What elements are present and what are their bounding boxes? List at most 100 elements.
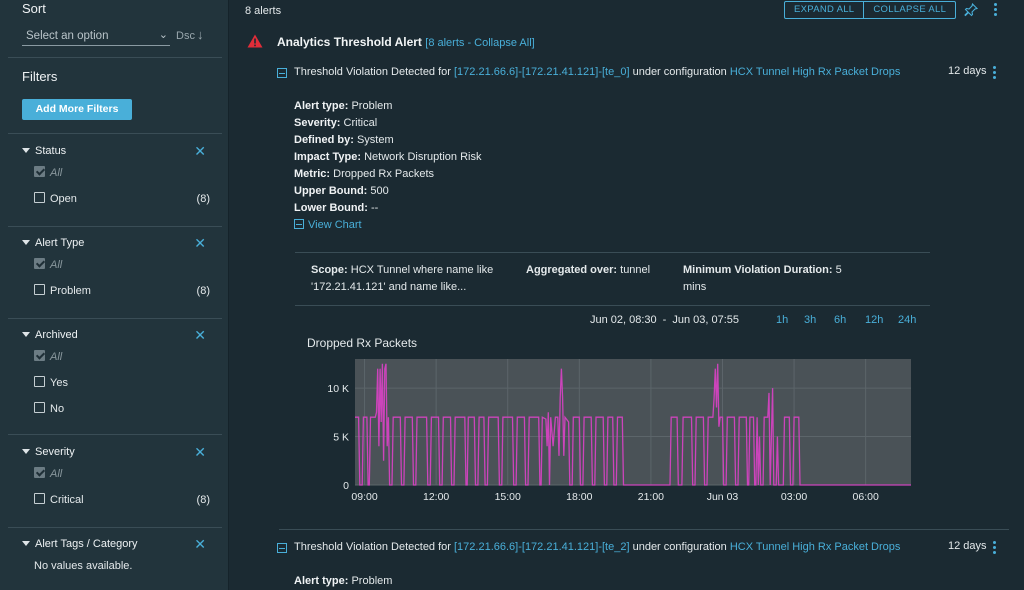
sort-direction-toggle[interactable]: Dsc ↓ (176, 27, 203, 42)
filter-option-label: Problem (50, 285, 91, 297)
filter-option-all[interactable]: All (22, 464, 212, 490)
filter-option-label: Yes (50, 377, 68, 389)
detail-value: Problem (348, 575, 393, 587)
filter-group-header[interactable]: Status ✕ (22, 143, 212, 163)
checkbox[interactable] (34, 258, 45, 269)
filter-option-critical[interactable]: Critical (8) (22, 490, 212, 516)
checkbox[interactable] (34, 376, 45, 387)
checkbox[interactable] (34, 467, 45, 478)
alert-group-name: Analytics Threshold Alert (277, 35, 422, 49)
x-tick-label: Jun 03 (707, 491, 739, 503)
series-line-dropped-rx-packets (355, 363, 911, 486)
filter-option-label: All (50, 259, 63, 271)
collapse-icon[interactable] (277, 68, 287, 78)
range-24h-button[interactable]: 24h (898, 314, 917, 326)
filter-group-header[interactable]: Archived ✕ (22, 327, 212, 347)
divider (8, 133, 222, 134)
close-icon[interactable]: ✕ (194, 143, 206, 159)
detail-key: Lower Bound: (294, 202, 368, 214)
caret-down-icon (22, 332, 30, 337)
filter-sidebar: Sort Select an option ⌄ Dsc ↓ Filters Add… (0, 0, 229, 590)
close-icon[interactable]: ✕ (194, 327, 206, 343)
filter-option-label: All (50, 468, 63, 480)
sort-select-placeholder: Select an option (26, 30, 109, 42)
scope-value: HCX Tunnel where name like '172.21.41.12… (311, 264, 494, 293)
filter-group-alert-tags: Alert Tags / Category ✕ No values availab… (22, 536, 212, 576)
checkbox[interactable] (34, 493, 45, 504)
detail-key: Metric: (294, 168, 331, 180)
divider (8, 527, 222, 528)
entity-link[interactable]: [172.21.66.6]-[172.21.41.121]-[te_0] (454, 66, 630, 78)
checkbox[interactable] (34, 350, 45, 361)
view-chart-toggle[interactable]: View Chart (294, 219, 362, 231)
caret-down-icon (22, 240, 30, 245)
pin-icon[interactable] (964, 3, 978, 17)
more-options-icon[interactable] (993, 66, 997, 81)
filter-option-problem[interactable]: Problem (8) (22, 281, 212, 307)
no-values-text: No values available. (34, 560, 133, 572)
detail-value: 500 (367, 185, 389, 197)
collapse-all-link[interactable]: [8 alerts - Collapse All] (425, 37, 535, 49)
filter-option-open[interactable]: Open (8) (22, 189, 212, 215)
close-icon[interactable]: ✕ (194, 235, 206, 251)
filter-group-header[interactable]: Severity ✕ (22, 444, 212, 464)
filter-option-count: (8) (196, 285, 210, 297)
filter-group-header[interactable]: Alert Type ✕ (22, 235, 212, 255)
divider (8, 318, 222, 319)
y-tick-label: 10 K (327, 383, 349, 395)
filter-option-all[interactable]: All (22, 163, 212, 189)
filter-group-header[interactable]: Alert Tags / Category ✕ (22, 536, 212, 556)
range-start: Jun 02, 08:30 (590, 314, 657, 326)
chart-title: Dropped Rx Packets (307, 336, 418, 350)
detail-key: Defined by: (294, 134, 354, 146)
expand-collapse-group: EXPAND ALL COLLAPSE ALL (784, 1, 957, 19)
caret-down-icon (22, 541, 30, 546)
checkbox[interactable] (34, 192, 45, 203)
filter-option-all[interactable]: All (22, 255, 212, 281)
sort-title: Sort (22, 1, 46, 16)
detail-row: Alert type: Problem (294, 98, 481, 115)
close-icon[interactable]: ✕ (194, 444, 206, 460)
range-3h-button[interactable]: 3h (804, 314, 817, 326)
sort-select[interactable]: Select an option ⌄ (22, 26, 170, 46)
min-duration-info: Minimum Violation Duration: 5 mins (683, 262, 863, 296)
more-options-icon[interactable] (994, 3, 998, 18)
checkbox[interactable] (34, 402, 45, 413)
detail-value: System (353, 134, 394, 146)
range-12h-button[interactable]: 12h (865, 314, 884, 326)
chevron-down-icon: ⌄ (158, 29, 168, 41)
range-separator: - (662, 314, 667, 326)
filter-option-label: No (50, 403, 65, 415)
warning-icon (247, 34, 263, 48)
checkbox[interactable] (34, 166, 45, 177)
config-link[interactable]: HCX Tunnel High Rx Packet Drops (729, 66, 901, 78)
collapse-all-button[interactable]: COLLAPSE ALL (863, 2, 955, 18)
collapse-icon[interactable] (277, 543, 287, 553)
detail-key: Alert type: (294, 100, 349, 112)
filter-option-no[interactable]: No (22, 399, 212, 425)
more-options-icon[interactable] (993, 541, 997, 556)
detail-row: Metric: Dropped Rx Packets (294, 166, 481, 183)
config-link[interactable]: HCX Tunnel High Rx Packet Drops (729, 541, 901, 553)
filter-option-yes[interactable]: Yes (22, 373, 212, 399)
caret-down-icon (22, 148, 30, 153)
range-6h-button[interactable]: 6h (834, 314, 847, 326)
time-range: Jun 02, 08:30- Jun 03, 07:55 (590, 314, 739, 326)
filter-option-count: (8) (196, 494, 210, 506)
add-more-filters-button[interactable]: Add More Filters (22, 99, 132, 120)
expand-all-button[interactable]: EXPAND ALL (794, 4, 855, 15)
detail-value: Critical (340, 117, 378, 129)
alerts-panel: 8 alerts EXPAND ALL COLLAPSE ALL Analyti… (229, 0, 1024, 590)
entity-link[interactable]: [172.21.66.6]-[172.21.41.121]-[te_2] (454, 541, 630, 553)
divider (8, 226, 222, 227)
filter-group-label: Archived (35, 329, 78, 341)
close-icon[interactable]: ✕ (194, 536, 206, 552)
dropped-rx-chart: 0 5 K 10 K 09:00 12:00 15:00 18:00 21:00 Jun 03 0… (327, 359, 911, 503)
detail-key: Impact Type: (294, 151, 362, 163)
checkbox[interactable] (34, 284, 45, 295)
range-1h-button[interactable]: 1h (776, 314, 789, 326)
filter-option-all[interactable]: All (22, 347, 212, 373)
range-end: Jun 03, 07:55 (672, 314, 740, 326)
y-tick-label: 5 K (333, 432, 349, 444)
caret-down-icon (22, 449, 30, 454)
